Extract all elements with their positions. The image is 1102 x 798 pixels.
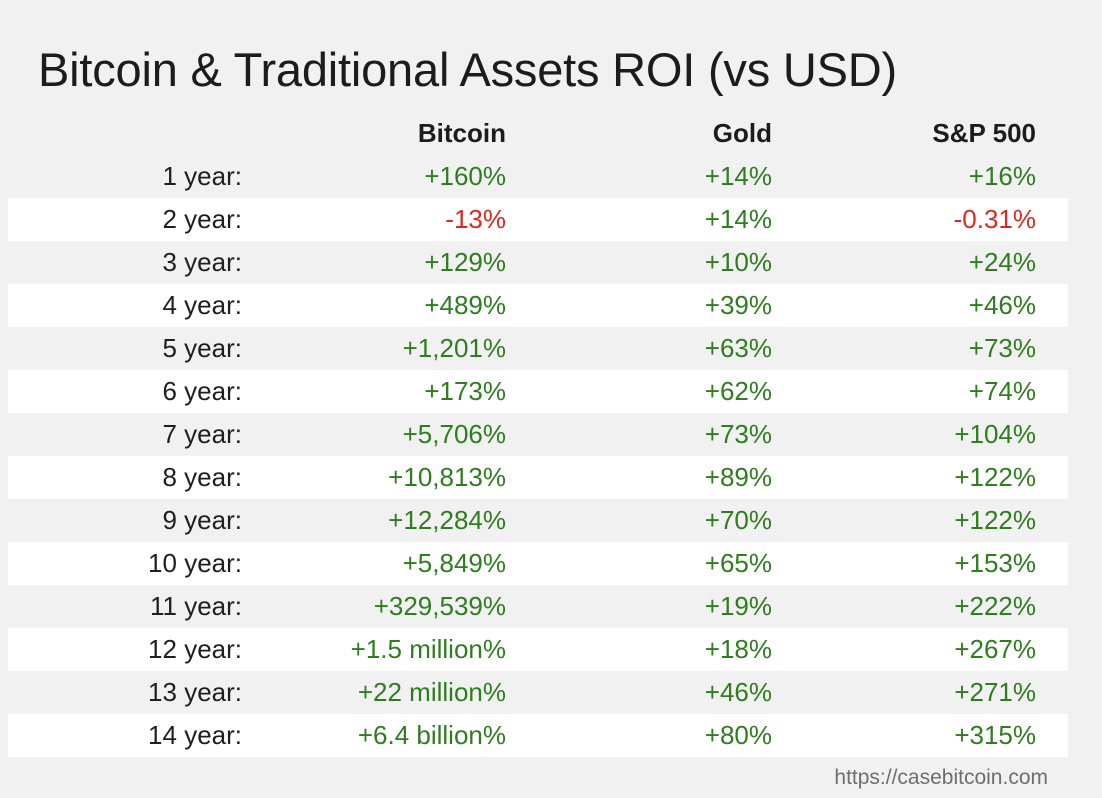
table-row: 4 year: +489% +39% +46%: [8, 284, 1068, 327]
table-row: 6 year: +173% +62% +74%: [8, 370, 1068, 413]
bitcoin-roi-cell: +22 million%: [357, 677, 506, 707]
row-label: 1 year:: [162, 161, 243, 191]
table-row: 5 year: +1,201% +63% +73%: [8, 327, 1068, 370]
row-label: 8 year:: [162, 462, 243, 492]
row-label: 12 year:: [148, 634, 242, 664]
column-header-gold: Gold: [712, 118, 772, 148]
roi-table: Bitcoin Gold S&P 500 1 year: +160% +14% …: [8, 112, 1068, 757]
bitcoin-roi-cell: +12,284%: [388, 505, 506, 535]
row-label: 11 year:: [149, 591, 242, 621]
gold-roi-cell: +46%: [704, 677, 772, 707]
bitcoin-roi-cell: +1,201%: [402, 333, 506, 363]
gold-roi-cell: +14%: [704, 204, 772, 234]
sp500-roi-cell: +74%: [968, 376, 1036, 406]
table-row: 2 year: -13% +14% -0.31%: [8, 198, 1068, 241]
column-header-bitcoin: Bitcoin: [417, 118, 506, 148]
bitcoin-roi-cell: +1.5 million%: [350, 634, 506, 664]
gold-roi-cell: +39%: [704, 290, 772, 320]
row-label: 2 year:: [162, 204, 243, 234]
table-row: 3 year: +129% +10% +24%: [8, 241, 1068, 284]
bitcoin-roi-cell: +5,849%: [402, 548, 506, 578]
sp500-roi-cell: +104%: [954, 419, 1036, 449]
sp500-roi-cell: +24%: [968, 247, 1036, 277]
sp500-roi-cell: +122%: [954, 505, 1036, 535]
table-row: 13 year: +22 million% +46% +271%: [8, 671, 1068, 714]
gold-roi-cell: +19%: [704, 591, 772, 621]
bitcoin-roi-cell: +329,539%: [373, 591, 506, 621]
table-row: 9 year: +12,284% +70% +122%: [8, 499, 1068, 542]
gold-roi-cell: +73%: [704, 419, 772, 449]
gold-roi-cell: +89%: [704, 462, 772, 492]
row-label: 6 year:: [162, 376, 243, 406]
gold-roi-cell: +10%: [704, 247, 772, 277]
sp500-roi-cell: +16%: [968, 161, 1036, 191]
row-label: 7 year:: [162, 419, 243, 449]
table-row: 1 year: +160% +14% +16%: [8, 155, 1068, 198]
page-title: Bitcoin & Traditional Assets ROI (vs USD…: [38, 43, 897, 96]
table-row: 12 year: +1.5 million% +18% +267%: [8, 628, 1068, 671]
sp500-roi-cell: -0.31%: [953, 204, 1036, 234]
row-label: 4 year:: [162, 290, 243, 320]
bitcoin-roi-cell: -13%: [445, 204, 506, 234]
gold-roi-cell: +65%: [704, 548, 772, 578]
row-label: 14 year:: [148, 720, 242, 750]
table-row: 14 year: +6.4 billion% +80% +315%: [8, 714, 1068, 757]
gold-roi-cell: +18%: [704, 634, 772, 664]
bitcoin-roi-cell: +160%: [424, 161, 506, 191]
row-label: 13 year:: [148, 677, 242, 707]
bitcoin-roi-cell: +173%: [424, 376, 506, 406]
sp500-roi-cell: +267%: [954, 634, 1036, 664]
sp500-roi-cell: +46%: [968, 290, 1036, 320]
column-header-sp500: S&P 500: [932, 118, 1036, 148]
gold-roi-cell: +63%: [704, 333, 772, 363]
row-label: 5 year:: [162, 333, 243, 363]
gold-roi-cell: +62%: [704, 376, 772, 406]
sp500-roi-cell: +73%: [968, 333, 1036, 363]
gold-roi-cell: +70%: [704, 505, 772, 535]
source-url: https://casebitcoin.com: [834, 766, 1048, 789]
table-row: 11 year: +329,539% +19% +222%: [8, 585, 1068, 628]
bitcoin-roi-cell: +129%: [424, 247, 506, 277]
bitcoin-roi-cell: +6.4 billion%: [357, 720, 506, 750]
sp500-roi-cell: +271%: [954, 677, 1036, 707]
table-row: 10 year: +5,849% +65% +153%: [8, 542, 1068, 585]
bitcoin-roi-cell: +10,813%: [388, 462, 506, 492]
table-row: 7 year: +5,706% +73% +104%: [8, 413, 1068, 456]
gold-roi-cell: +80%: [704, 720, 772, 750]
row-label: 9 year:: [162, 505, 243, 535]
sp500-roi-cell: +153%: [954, 548, 1036, 578]
table-row: 8 year: +10,813% +89% +122%: [8, 456, 1068, 499]
row-label: 10 year:: [148, 548, 242, 578]
bitcoin-roi-cell: +489%: [424, 290, 506, 320]
sp500-roi-cell: +122%: [954, 462, 1036, 492]
sp500-roi-cell: +315%: [954, 720, 1036, 750]
row-label: 3 year:: [162, 247, 243, 277]
table-header-row: Bitcoin Gold S&P 500: [8, 112, 1068, 155]
gold-roi-cell: +14%: [704, 161, 772, 191]
bitcoin-roi-cell: +5,706%: [402, 419, 506, 449]
sp500-roi-cell: +222%: [954, 591, 1036, 621]
